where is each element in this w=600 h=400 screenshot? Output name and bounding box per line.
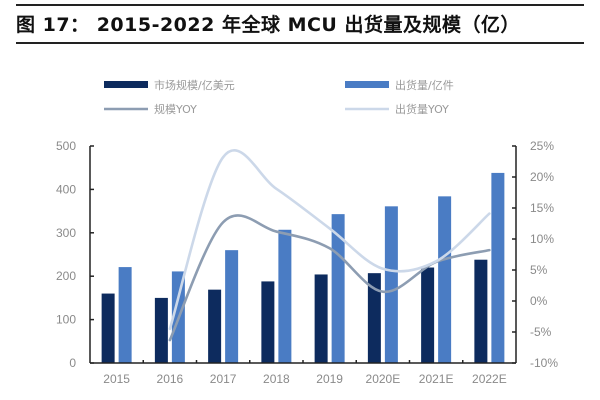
- legend-label: 市场规模/亿美元: [154, 78, 235, 92]
- shipment-yoy-line: [168, 149, 491, 331]
- right-tick-label: 20%: [530, 170, 554, 184]
- legend-item: 出货量/亿件: [345, 78, 454, 92]
- x-tick-label: 2021E: [419, 372, 454, 386]
- legend-label: 出货量/亿件: [395, 78, 454, 92]
- figure-title-text: 2015-2022 年全球 MCU 出货量及规模（亿）: [96, 14, 520, 36]
- legend-item: 规模YOY: [104, 102, 197, 116]
- shipment-bar: [118, 267, 132, 363]
- right-tick-label: 5%: [530, 263, 548, 277]
- left-tick-label: 300: [56, 226, 76, 240]
- market-size-bar: [474, 259, 488, 363]
- right-tick-label: -5%: [530, 325, 552, 339]
- top-rule: [16, 4, 584, 6]
- market-size-bar: [208, 289, 222, 363]
- shipment-bar: [225, 250, 239, 363]
- left-tick-label: 100: [56, 313, 76, 327]
- x-tick-label: 2016: [157, 372, 184, 386]
- right-tick-label: 10%: [530, 232, 554, 246]
- title-underline: [16, 42, 584, 44]
- market-size-bar: [367, 273, 381, 363]
- shipment-bar: [491, 172, 505, 363]
- legend-item: 市场规模/亿美元: [104, 78, 235, 92]
- right-tick-label: -10%: [530, 356, 558, 370]
- line-series: [168, 149, 491, 342]
- shipment-bar: [384, 206, 398, 363]
- left-tick-label: 500: [56, 139, 76, 153]
- legend-label: 规模YOY: [154, 102, 197, 116]
- figure-label: 图 17：: [16, 14, 90, 36]
- right-tick-label: 0%: [530, 294, 548, 308]
- legend-item: 出货量YOY: [345, 102, 449, 116]
- market-size-bar: [421, 267, 435, 363]
- x-tick-label: 2020E: [366, 372, 401, 386]
- legend-swatch-bar: [345, 81, 389, 88]
- market-size-bar: [261, 281, 275, 363]
- x-tick-label: 2017: [210, 372, 237, 386]
- x-tick-label: 2018: [263, 372, 290, 386]
- market-size-bar: [154, 297, 168, 363]
- market-size-bar: [314, 274, 328, 363]
- shipment-bar: [278, 229, 292, 363]
- legend-swatch-bar: [104, 81, 148, 88]
- shipment-bar: [438, 196, 452, 363]
- market-size-bar: [101, 293, 115, 363]
- figure-title: 图 17： 2015-2022 年全球 MCU 出货量及规模（亿）: [16, 10, 584, 37]
- left-tick-label: 0: [69, 356, 76, 370]
- left-tick-label: 200: [56, 269, 76, 283]
- legend-label: 出货量YOY: [395, 102, 449, 116]
- left-tick-label: 400: [56, 182, 76, 196]
- axes: 0 100 200 300 400 500 -10% -5% 0% 5% 10% 15% 20% 25% 2…: [56, 139, 558, 386]
- x-tick-label: 2015: [103, 372, 130, 386]
- right-tick-label: 25%: [530, 139, 554, 153]
- bar-series: [101, 172, 505, 363]
- x-tick-label: 2019: [316, 372, 343, 386]
- x-tick-label: 2022E: [472, 372, 507, 386]
- right-tick-label: 15%: [530, 201, 554, 215]
